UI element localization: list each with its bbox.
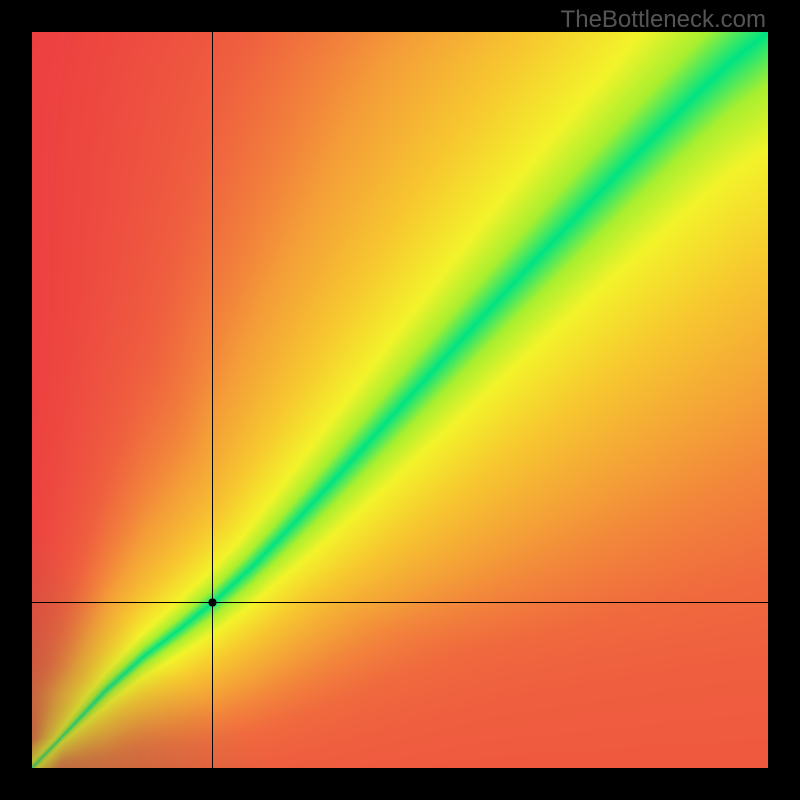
heatmap-canvas	[32, 32, 768, 768]
watermark-text: TheBottleneck.com	[561, 6, 766, 34]
heatmap-plot	[32, 32, 768, 768]
